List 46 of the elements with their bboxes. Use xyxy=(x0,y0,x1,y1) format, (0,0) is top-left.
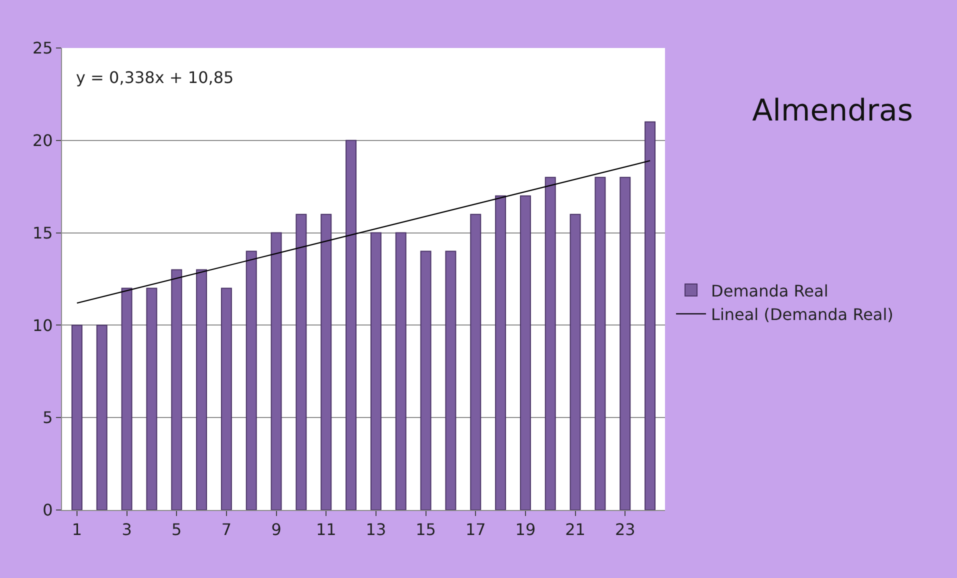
x-tick-label: 21 xyxy=(565,520,586,540)
bar xyxy=(320,214,332,510)
bar xyxy=(470,214,482,510)
bar xyxy=(146,288,158,510)
legend-label: Demanda Real xyxy=(711,281,828,300)
bar xyxy=(594,176,606,510)
x-tick-label: 15 xyxy=(416,520,436,540)
x-tick-label: 11 xyxy=(316,520,336,540)
bar xyxy=(395,232,406,510)
x-tick-label: 3 xyxy=(122,520,132,540)
bar xyxy=(296,214,307,510)
y-tick-label: 10 xyxy=(32,316,53,335)
bar xyxy=(445,250,456,510)
x-tick-label: 1 xyxy=(72,520,82,540)
bar xyxy=(420,250,432,510)
y-tick-label: 5 xyxy=(42,408,53,428)
x-tick-label: 13 xyxy=(366,520,386,540)
y-tick-label: 25 xyxy=(32,38,53,58)
bar xyxy=(96,324,108,510)
x-tick-label: 5 xyxy=(172,520,182,540)
x-tick-label: 17 xyxy=(465,520,486,540)
bar xyxy=(346,140,357,510)
x-tick-label: 23 xyxy=(614,520,636,540)
bar xyxy=(520,195,531,510)
x-tick-label: 19 xyxy=(515,520,536,540)
y-tick-label: 20 xyxy=(32,131,53,150)
bar xyxy=(570,214,581,510)
annotation: y = 0,338x + 10,85 xyxy=(76,68,234,87)
bar xyxy=(196,269,208,510)
y-tick-label: 15 xyxy=(32,223,53,242)
bar xyxy=(246,250,257,510)
bar xyxy=(644,121,656,510)
x-tick-label: 9 xyxy=(271,520,282,540)
y-tick-label: 0 xyxy=(42,500,53,520)
bar xyxy=(121,288,132,510)
x-tick-label: 7 xyxy=(221,520,232,540)
bar xyxy=(620,176,631,510)
bar xyxy=(495,195,506,510)
bar xyxy=(270,232,282,510)
bar xyxy=(71,324,82,510)
text: Almendras xyxy=(752,94,914,128)
bar xyxy=(544,176,556,510)
bar xyxy=(171,269,182,510)
bar xyxy=(220,288,232,510)
legend-label: Lineal (Demanda Real) xyxy=(711,305,894,324)
bar xyxy=(370,232,382,510)
